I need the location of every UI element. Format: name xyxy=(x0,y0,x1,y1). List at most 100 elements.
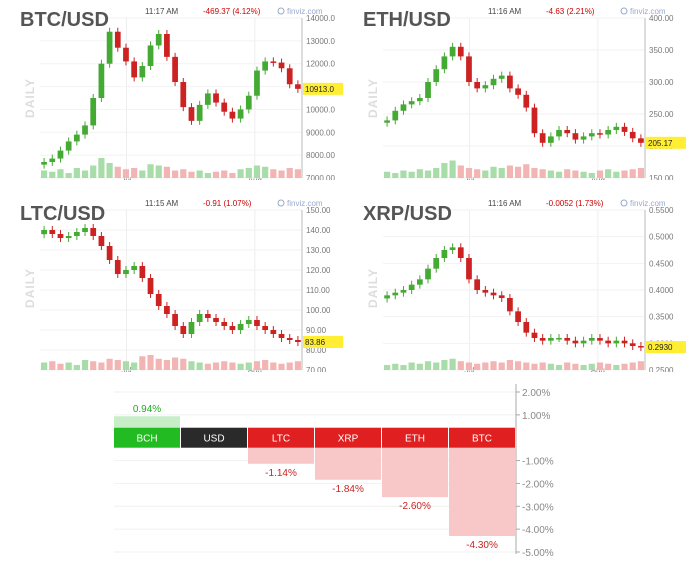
volume-bar xyxy=(188,171,195,178)
volume-bar xyxy=(465,362,473,370)
y-tick-label: 0.2500 xyxy=(649,366,674,372)
volume-bar xyxy=(424,170,432,178)
volume-bar xyxy=(294,169,301,178)
candle-body xyxy=(57,150,64,159)
candle-body xyxy=(172,314,178,326)
chart-symbol: ETH/USD xyxy=(363,9,451,31)
candle-body xyxy=(114,260,121,274)
candle-body xyxy=(139,66,146,78)
y-tick-label: -5.00% xyxy=(522,548,554,559)
y-tick-label: 13000.0 xyxy=(306,37,335,46)
volume-bar xyxy=(433,168,440,178)
candle-body xyxy=(286,338,293,340)
y-tick-label: 14000.0 xyxy=(306,14,335,23)
volume-bar xyxy=(286,168,293,178)
candle-body xyxy=(188,107,195,121)
volume-bar xyxy=(114,360,121,370)
candle-body xyxy=(474,82,481,89)
candle-body xyxy=(580,340,587,344)
candle-body xyxy=(98,236,105,246)
volume-bar xyxy=(278,170,285,178)
volume-bar xyxy=(278,363,285,370)
candle-body xyxy=(245,320,252,324)
volume-bar xyxy=(131,362,138,370)
y-tick-label: 9000.00 xyxy=(306,128,335,137)
volume-bar xyxy=(41,362,48,370)
candle-body xyxy=(106,246,113,260)
volume-bar xyxy=(588,363,595,370)
y-tick-label: 250.00 xyxy=(649,110,674,119)
volume-bar xyxy=(106,163,113,178)
candle-body xyxy=(221,322,228,326)
candle-body xyxy=(270,330,277,334)
candle-body xyxy=(204,93,211,105)
volume-bar xyxy=(564,362,571,370)
candle-body xyxy=(384,120,390,123)
volume-bar xyxy=(262,360,269,370)
candle-body xyxy=(408,284,415,290)
finviz-logo-icon xyxy=(277,199,285,207)
volume-bar xyxy=(57,169,64,178)
volume-bar xyxy=(106,358,113,370)
volume-bar xyxy=(441,360,448,370)
bar-ltc xyxy=(248,447,314,464)
candle-body xyxy=(482,85,489,89)
volume-bar xyxy=(294,361,301,370)
last-price-tag xyxy=(646,136,686,149)
bar-eth xyxy=(382,447,448,498)
candle-body xyxy=(588,338,595,341)
volume-bar xyxy=(270,362,277,370)
candle-body xyxy=(441,56,448,70)
chart-btc: JulAug14000.013000.012000.011000.010000.… xyxy=(0,0,343,180)
y-tick-label: -3.00% xyxy=(522,502,554,513)
category-label: BTC xyxy=(472,434,492,445)
volume-bar xyxy=(147,164,154,178)
chart-symbol: XRP/USD xyxy=(363,203,452,225)
last-price-label: 205.17 xyxy=(648,139,673,148)
volume-bar xyxy=(424,361,432,370)
candle-body xyxy=(408,101,415,105)
finviz-logo-icon xyxy=(620,199,628,207)
volume-bar xyxy=(180,169,187,178)
finviz-logo-icon xyxy=(620,7,628,15)
y-tick-label: 8000.00 xyxy=(306,151,335,160)
candle-body xyxy=(295,84,301,89)
category-label: ETH xyxy=(405,434,425,445)
last-price-label: 83.86 xyxy=(305,338,326,347)
candle-body xyxy=(547,136,554,143)
candle-body xyxy=(605,340,612,344)
last-price-tag xyxy=(303,336,343,348)
chart-time: 11:15 AM xyxy=(145,199,179,208)
volume-bar xyxy=(81,170,89,178)
volume-bar xyxy=(237,363,244,370)
candle-body xyxy=(515,88,521,95)
candle-body xyxy=(49,158,56,162)
candle-body xyxy=(147,278,154,294)
candle-body xyxy=(474,279,481,290)
volume-bar xyxy=(580,171,587,178)
bar-header-ltc xyxy=(248,427,314,448)
volume-bar xyxy=(539,362,546,370)
y-tick-label: 110.00 xyxy=(306,286,330,295)
chart-change: -469.37 (4.12%) xyxy=(203,7,261,16)
volume-bar xyxy=(155,358,162,370)
y-tick-label: 2.00% xyxy=(522,388,550,399)
candle-body xyxy=(196,314,203,322)
y-tick-label: 7000.00 xyxy=(306,174,335,180)
bar-header-usd xyxy=(181,427,247,448)
candle-body xyxy=(262,61,269,71)
volume-bar xyxy=(188,361,195,370)
chart-change: -4.63 (2.21%) xyxy=(546,7,595,16)
y-tick-label: -2.00% xyxy=(522,479,554,490)
volume-bar xyxy=(245,168,252,178)
y-tick-label: 0.4000 xyxy=(649,286,674,295)
volume-bar xyxy=(637,361,644,370)
period-label: DAILY xyxy=(23,78,37,118)
volume-bar xyxy=(221,361,228,370)
volume-bar xyxy=(441,163,448,178)
volume-bar xyxy=(229,173,236,178)
volume-bar xyxy=(172,357,179,370)
candle-body xyxy=(147,45,154,66)
candle-body xyxy=(172,56,178,82)
chart-time: 11:17 AM xyxy=(145,7,179,16)
